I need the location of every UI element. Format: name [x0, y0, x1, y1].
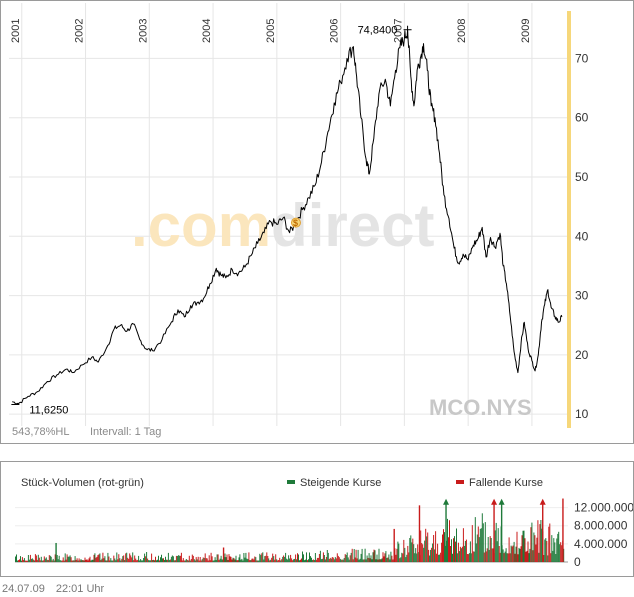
legend-swatch	[287, 480, 295, 484]
y-tick-label: 20	[575, 348, 589, 362]
volume-spike-arrow	[539, 498, 546, 505]
volume-y-tick-label: 8.000.000	[574, 519, 628, 533]
legend-label: Fallende Kurse	[469, 477, 543, 489]
low-label: 11,6250	[29, 405, 68, 417]
x-tick-label: 2001	[10, 19, 22, 43]
volume-spike-arrow	[491, 498, 498, 505]
price-line	[12, 29, 563, 405]
volume-spike-arrow	[443, 498, 450, 505]
timestamp: 24.07.09 22:01 Uhr	[2, 583, 112, 595]
x-tick-label: 2006	[329, 19, 341, 43]
y-tick-label: 40	[575, 229, 589, 243]
x-tick-label: 2008	[456, 19, 468, 43]
watermark: .comdirect	[131, 192, 434, 259]
y-tick-label: 30	[575, 289, 589, 303]
dividend-marker-symbol: $	[293, 218, 298, 228]
volume-chart: Stück-Volumen (rot-grün) Steigende Kurse F…	[15, 477, 634, 569]
volume-y-tick-label: 12.000.000	[574, 501, 633, 515]
price-chart-panel: 10 20 30 40 50 60 70 2001 2002 2003 2004 2005 2006 20…	[0, 0, 634, 444]
volume-y-tick-label: 0	[574, 555, 581, 569]
watermark-part: .com	[131, 192, 271, 259]
x-tick-label: 2003	[137, 19, 149, 43]
x-tick-label: 2005	[265, 19, 277, 43]
highlight-band	[567, 11, 571, 428]
price-chart: 10 20 30 40 50 60 70 2001 2002 2003 2004 2005 2006 20…	[9, 3, 589, 438]
volume-y-tick-label: 4.000.000	[574, 537, 628, 551]
volume-spike-arrow	[498, 498, 505, 505]
interval-label: Intervall: 1 Tag	[90, 426, 161, 438]
x-tick-label: 2002	[74, 19, 86, 43]
legend-label: Steigende Kurse	[300, 477, 381, 489]
dividend-marker	[290, 217, 301, 228]
y-tick-label: 10	[575, 407, 589, 421]
x-tick-label: 2007	[392, 19, 404, 43]
range-percent-label: 543,78%HL	[12, 426, 70, 438]
volume-chart-panel: Stück-Volumen (rot-grün) Steigende Kurse F…	[0, 461, 634, 577]
x-tick-label: 2004	[201, 19, 213, 43]
volume-title: Stück-Volumen (rot-grün)	[21, 477, 144, 489]
y-tick-label: 70	[575, 51, 589, 65]
x-tick-label: 2009	[520, 19, 532, 43]
y-tick-label: 50	[575, 170, 589, 184]
timestamp-date: 24.07.09	[2, 583, 45, 595]
y-tick-label: 60	[575, 111, 589, 125]
legend-swatch	[456, 480, 464, 484]
high-label: 74,8400	[358, 25, 398, 37]
symbol-label: MCO.NYS	[429, 395, 532, 420]
timestamp-time: 22:01 Uhr	[55, 583, 105, 595]
